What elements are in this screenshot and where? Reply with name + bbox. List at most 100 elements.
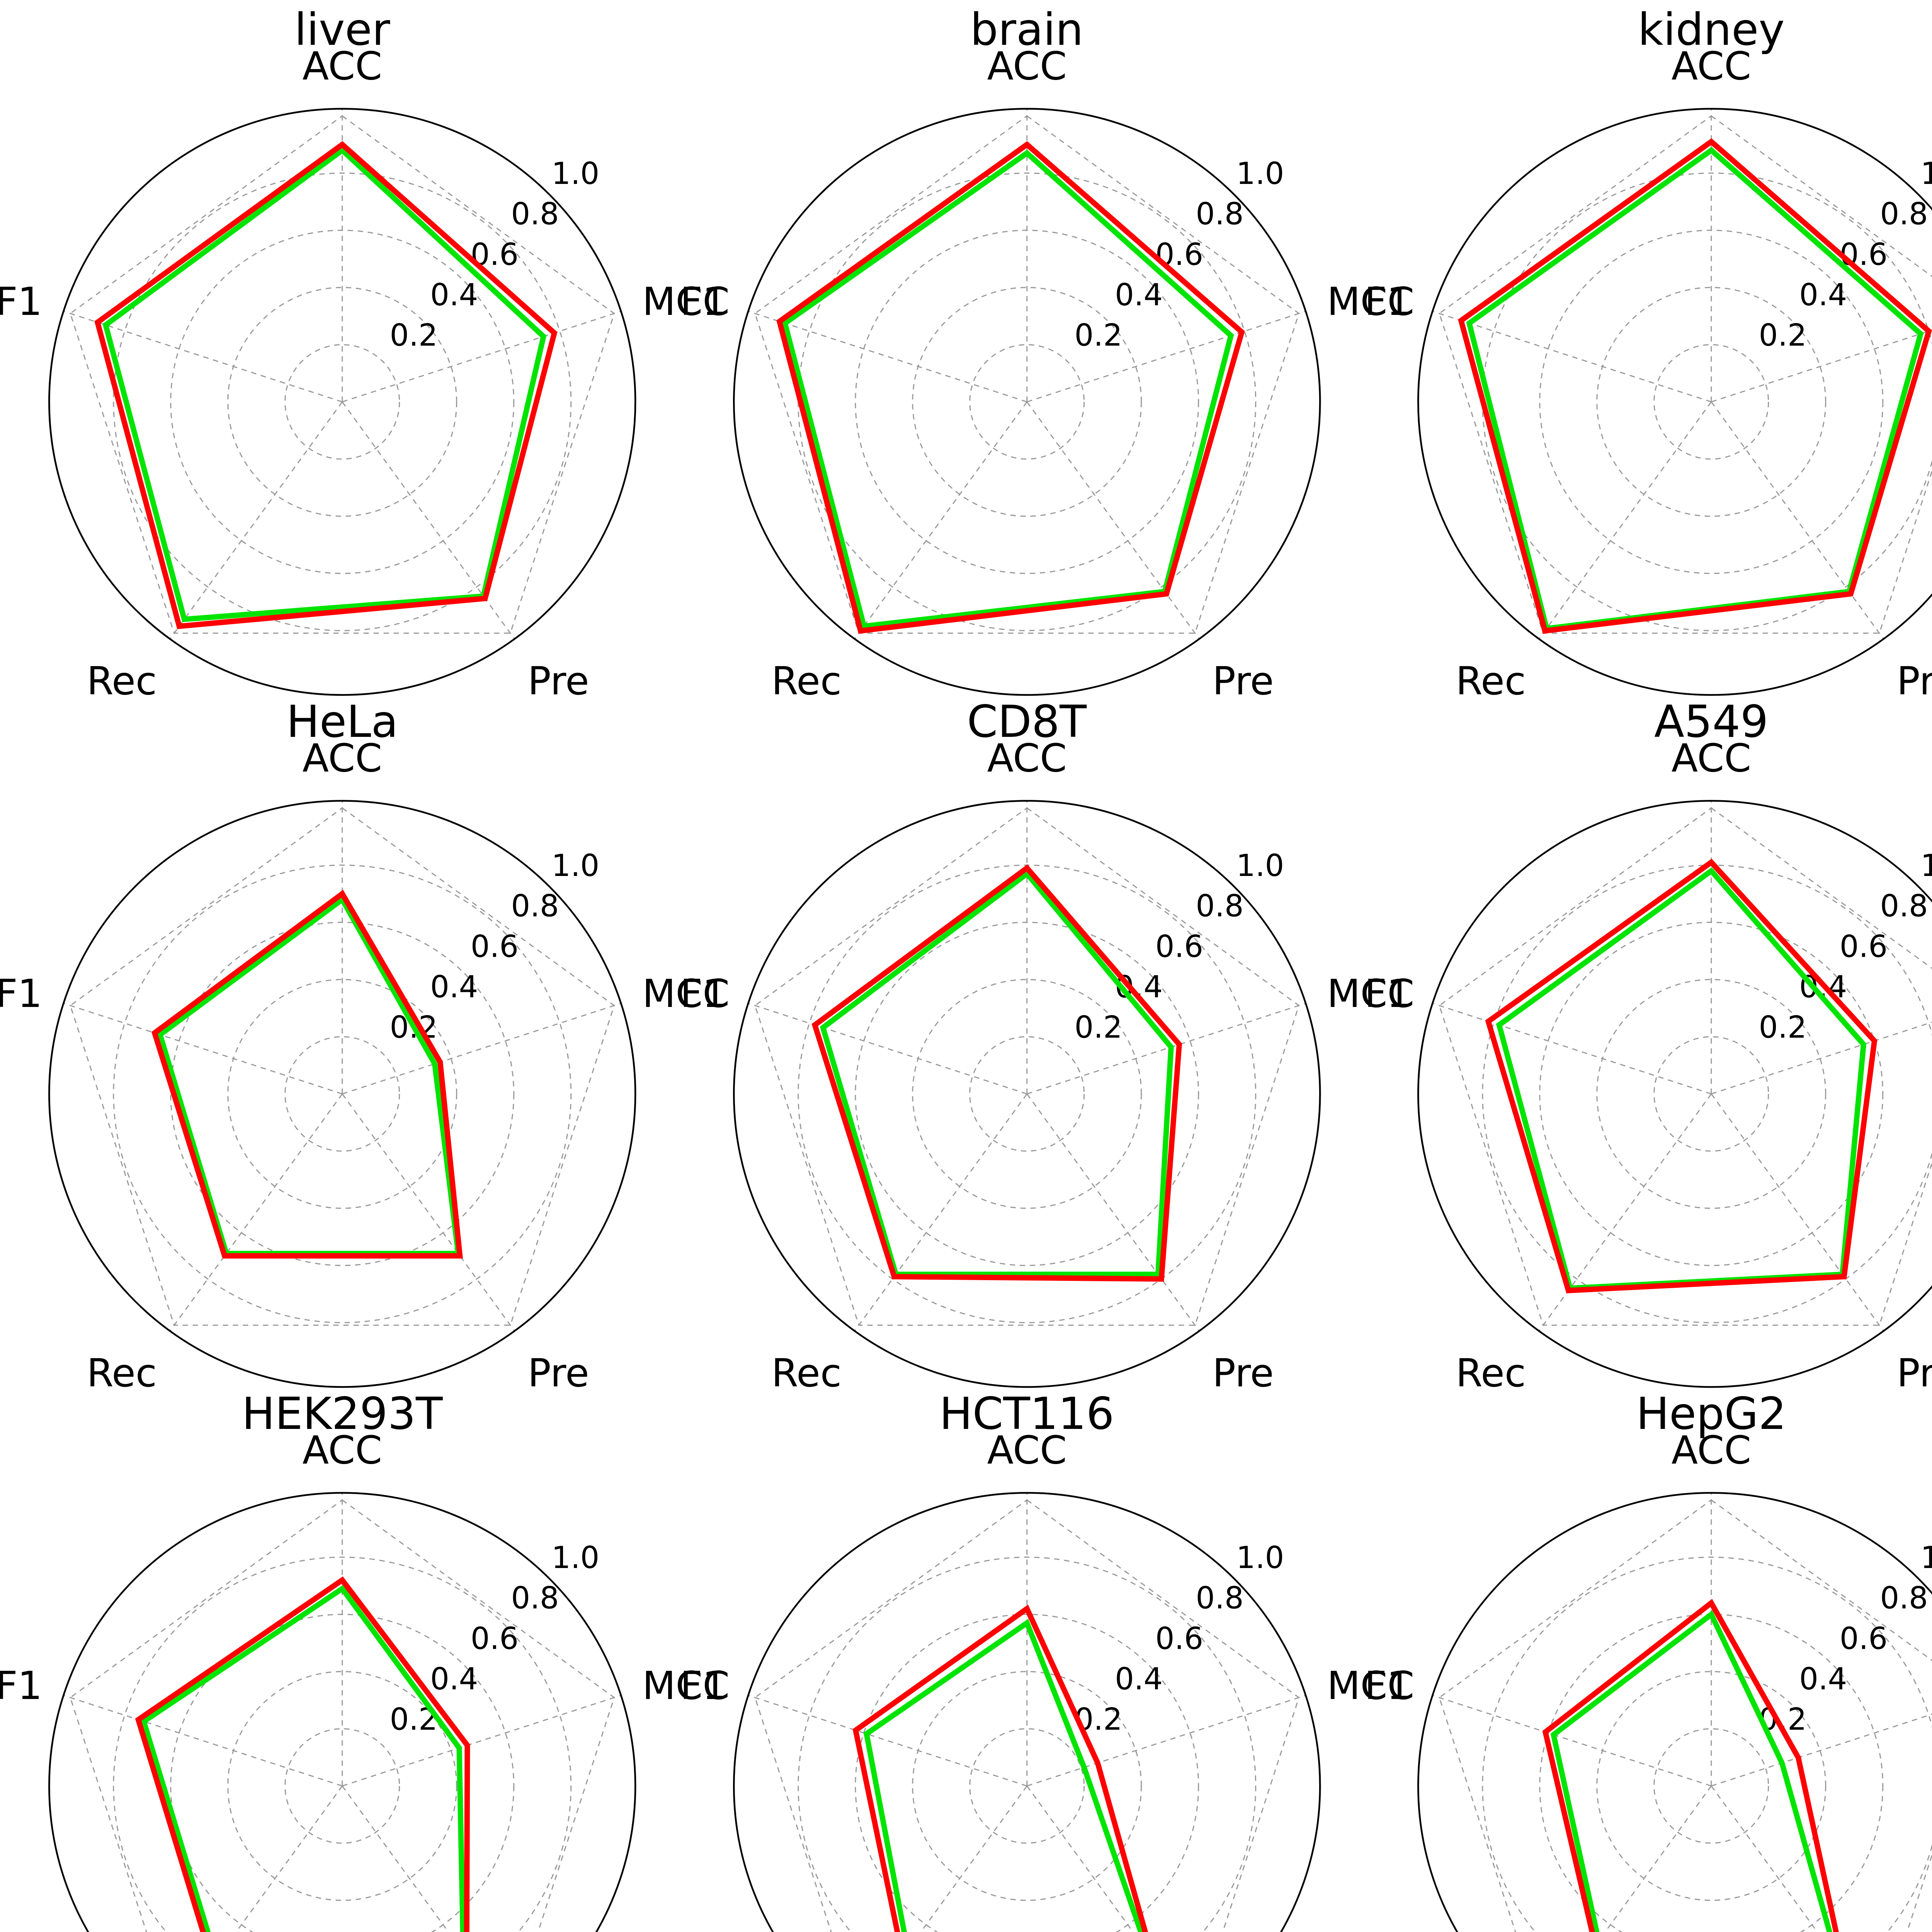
radar-outer-circle <box>1417 1492 1932 1932</box>
chart-title: brain <box>970 4 1083 55</box>
radar-outer-circle <box>733 108 1321 696</box>
radar-series-hard-voting <box>1458 138 1932 634</box>
radar-series-hard-voting <box>135 1576 470 1932</box>
radial-tick-label: 1.0 <box>1236 156 1284 191</box>
radar-spoke <box>63 1003 343 1095</box>
radar-series-mean <box>1496 867 1867 1291</box>
radar-spoke <box>1026 1003 1306 1095</box>
axis-label-mcc: MCC <box>1327 279 1414 324</box>
radar-grid-ring <box>1596 287 1827 517</box>
axis-label-pre: Pre <box>1212 658 1274 704</box>
radial-tick-label: 0.2 <box>390 318 438 353</box>
radial-tick-label: 0.4 <box>430 970 478 1005</box>
radial-tick-label: 0.2 <box>1759 1010 1807 1045</box>
chart-title: HEK293T <box>242 1388 443 1439</box>
radar-spoke <box>1432 311 1712 403</box>
radar-spoke <box>748 1695 1027 1787</box>
axis-label-rec: Rec <box>1456 658 1526 704</box>
radar-grid-ring <box>912 979 1142 1209</box>
radial-tick-label: 0.6 <box>471 1621 519 1656</box>
radar-grid-pentagon <box>1439 807 1932 1326</box>
radar-outer-circle <box>733 800 1321 1388</box>
radar-series-hard-voting <box>1542 1599 1839 1932</box>
axis-label-acc: ACC <box>987 1428 1066 1473</box>
axis-label-f1: F1 <box>0 279 42 324</box>
radial-tick-label: 0.4 <box>430 278 478 313</box>
radial-tick-label: 0.4 <box>1115 1662 1163 1697</box>
axis-label-mcc: MCC <box>1327 971 1414 1016</box>
radial-tick-label: 0.2 <box>1074 1010 1122 1045</box>
radial-tick-label: 0.4 <box>1799 1662 1847 1697</box>
radial-tick-label: 1.0 <box>551 849 599 883</box>
axis-label-rec: Rec <box>771 658 842 704</box>
radial-tick-label: 0.2 <box>1759 318 1807 353</box>
radial-tick-label: 1.0 <box>1236 1541 1284 1575</box>
radar-grid-ring <box>1539 922 1884 1266</box>
axis-label-pre: Pre <box>1897 1350 1932 1396</box>
radial-tick-label: 0.4 <box>1115 278 1163 313</box>
radar-grid-ring <box>227 979 457 1209</box>
radar-series-hard-voting <box>94 141 558 629</box>
axis-label-acc: ACC <box>1672 44 1751 89</box>
axis-label-rec: Rec <box>87 1350 157 1396</box>
radar-grid-ring <box>284 1728 400 1844</box>
radar-spoke <box>342 1094 515 1332</box>
axis-label-acc: ACC <box>1672 736 1751 781</box>
radar-grid-ring <box>1539 230 1884 574</box>
radar-spoke <box>1026 311 1306 403</box>
radar-spoke <box>854 401 1027 639</box>
chart-title: HCT116 <box>939 1388 1114 1439</box>
radar-grid-ring <box>854 230 1199 574</box>
radial-tick-label: 0.8 <box>511 889 559 924</box>
radar-series-mean <box>781 150 1234 629</box>
radar-outer-circle <box>733 1492 1321 1932</box>
radar-grid-pentagon <box>1439 115 1932 634</box>
radar-series-hard-voting <box>852 1604 1148 1932</box>
radial-tick-label: 0.8 <box>511 197 559 232</box>
radar-grid-ring <box>797 1556 1256 1932</box>
radial-tick-label: 0.4 <box>430 1662 478 1697</box>
radial-tick-label: 1.0 <box>1920 1541 1932 1575</box>
radar-spoke <box>1538 1094 1712 1332</box>
radar-grid-pentagon <box>1439 1499 1932 1932</box>
radar-spoke <box>1711 1094 1884 1332</box>
radial-tick-label: 0.8 <box>1880 889 1928 924</box>
radar-grid-pentagon <box>70 115 615 634</box>
axis-label-pre: Pre <box>1897 658 1932 704</box>
radar-spoke <box>748 1003 1027 1095</box>
chart-title: CD8T <box>967 696 1087 747</box>
radar-chart-brain: 0.2 0.4 0.6 0.8 1.0 ACC MCC Pre Rec F1 <box>680 44 1414 704</box>
radar-spoke <box>63 1695 343 1787</box>
radar-grid-ring <box>912 287 1142 517</box>
radial-tick-label: 1.0 <box>551 156 599 191</box>
axis-label-mcc: MCC <box>642 1663 730 1708</box>
axis-label-pre: Pre <box>1212 1350 1274 1396</box>
radar-grid-pentagon <box>70 1499 615 1932</box>
radar-series-mean <box>863 1619 1144 1932</box>
radar-grid-ring <box>227 287 457 517</box>
radar-grid-pentagon <box>754 115 1299 634</box>
axis-label-f1: F1 <box>1364 279 1411 324</box>
axis-label-acc: ACC <box>303 736 382 781</box>
radar-grid-pentagon <box>754 1499 1299 1932</box>
radial-tick-label: 1.0 <box>1920 849 1932 883</box>
radar-spoke <box>169 401 343 639</box>
radial-tick-label: 0.6 <box>1155 1621 1203 1656</box>
chart-cell-brain: brain 0.2 0.4 0.6 0.8 1.0 ACC MCC Pre Rec F1 <box>680 0 1414 704</box>
radar-spoke <box>1711 1021 1932 1095</box>
radial-tick-label: 0.6 <box>1155 237 1203 272</box>
radar-grid-pentagon <box>70 807 615 1326</box>
radial-tick-label: 1.0 <box>551 1541 599 1575</box>
radar-spoke <box>342 311 621 403</box>
radar-series-mean <box>102 146 547 622</box>
axis-label-acc: ACC <box>1672 1428 1751 1473</box>
radar-grid-ring <box>170 1614 515 1932</box>
radar-grid-ring <box>170 230 515 574</box>
radar-outer-circle <box>48 800 636 1388</box>
